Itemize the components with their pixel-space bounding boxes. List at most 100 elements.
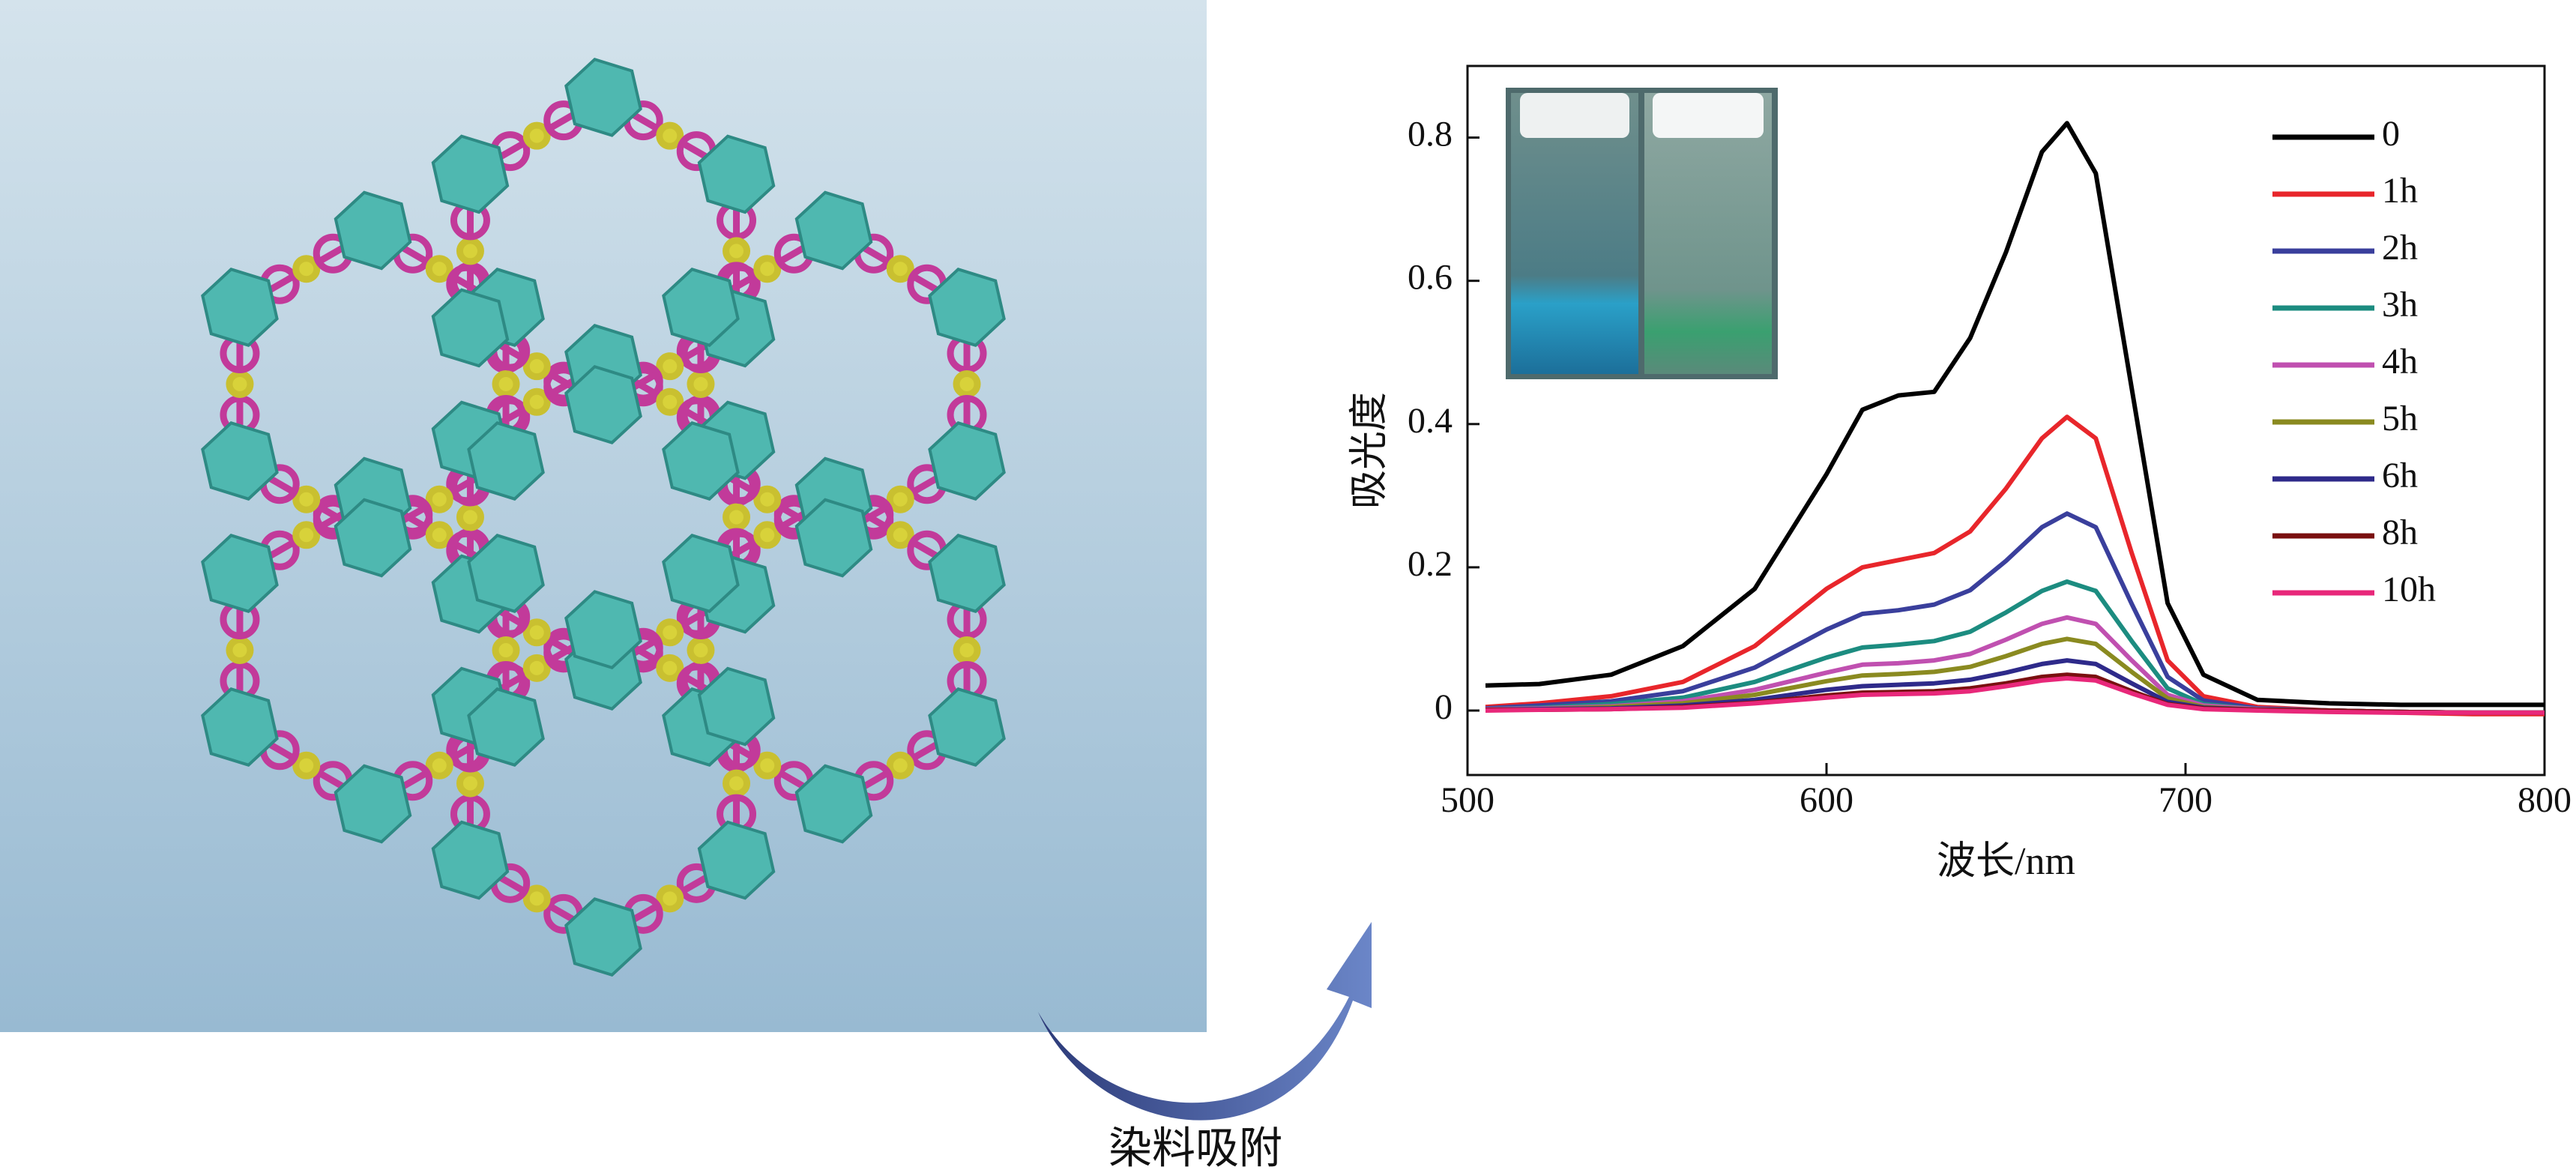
metal-node	[928, 687, 1006, 767]
mof-structure	[201, 57, 1006, 977]
linker-knot	[425, 521, 453, 549]
metal-node	[564, 897, 642, 977]
metal-node	[467, 421, 545, 501]
linker-knot	[886, 485, 914, 513]
linker-knot	[522, 352, 551, 381]
linker-knot	[292, 255, 321, 283]
metal-node	[794, 190, 873, 271]
linker-knot	[656, 654, 684, 682]
legend-label: 10h	[2382, 570, 2436, 609]
metal-node	[928, 421, 1006, 501]
linker-knot	[522, 388, 551, 416]
metal-node	[334, 498, 412, 578]
linker-knot	[425, 255, 453, 283]
legend-label: 6h	[2382, 456, 2418, 495]
linker-knot	[723, 503, 751, 531]
metal-node	[431, 820, 510, 900]
x-tick-label: 500	[1441, 780, 1494, 820]
x-axis-label: 波长/nm	[1937, 840, 2075, 883]
metal-node	[334, 190, 412, 271]
linker-knot	[456, 503, 484, 531]
x-tick-label: 600	[1800, 780, 1853, 820]
linker-knot	[656, 121, 684, 150]
metal-node	[564, 364, 642, 444]
linker-knot	[425, 751, 453, 780]
linker-knot	[522, 884, 551, 913]
legend-label: 2h	[2382, 228, 2418, 268]
caption: 染料吸附	[1108, 1124, 1282, 1172]
metal-node	[697, 134, 776, 214]
linker-knot	[425, 485, 453, 513]
plot-frame	[1466, 64, 2546, 777]
linker-knot	[753, 751, 782, 780]
metal-node	[201, 421, 279, 501]
linker-knot	[656, 388, 684, 416]
linker-knot	[723, 237, 751, 265]
metal-node	[334, 764, 412, 844]
linker-knot	[456, 237, 484, 265]
metal-node	[201, 268, 279, 347]
linker-knot	[492, 636, 520, 665]
metal-node	[467, 687, 545, 767]
linker-knot	[687, 370, 715, 398]
legend-label: 0	[2382, 114, 2400, 154]
metal-node	[794, 498, 873, 578]
y-axis-label: 吸光度	[1348, 392, 1391, 509]
linker-knot	[656, 618, 684, 647]
linker-knot	[753, 255, 782, 283]
legend-label: 3h	[2382, 285, 2418, 325]
metal-node	[431, 288, 510, 368]
legend-label: 1h	[2382, 171, 2418, 211]
series-line	[1485, 676, 2545, 715]
y-tick-label: 0.8	[1408, 115, 1453, 154]
legend-label: 5h	[2382, 399, 2418, 438]
linker-knot	[292, 485, 321, 513]
metal-node	[697, 820, 776, 900]
linker-knot	[522, 121, 551, 150]
linker-knot	[687, 636, 715, 665]
legend-label: 8h	[2382, 513, 2418, 552]
y-tick-label: 0	[1435, 687, 1453, 727]
metal-node	[201, 687, 279, 767]
linker-knot	[753, 521, 782, 549]
linker-knot	[456, 769, 484, 797]
y-tick-label: 0.6	[1408, 258, 1453, 298]
linker-knot	[723, 769, 751, 797]
linker-knot	[753, 485, 782, 513]
x-tick-label: 800	[2518, 780, 2572, 820]
linker-knot	[522, 654, 551, 682]
mof-panel	[0, 0, 1207, 1032]
metal-node	[794, 764, 873, 844]
linker-knot	[886, 751, 914, 780]
metal-node	[467, 534, 545, 613]
linker-knot	[886, 255, 914, 283]
y-tick-label: 0.2	[1408, 544, 1453, 584]
linker-knot	[292, 751, 321, 780]
linker-knot	[226, 370, 254, 398]
metal-node	[662, 421, 740, 501]
inset-photo	[1506, 88, 1778, 379]
metal-node	[201, 534, 279, 613]
linker-knot	[953, 636, 981, 665]
metal-node	[697, 666, 776, 747]
linker-knot	[522, 618, 551, 647]
linker-knot	[656, 352, 684, 381]
metal-node	[928, 268, 1006, 347]
metal-node	[662, 268, 740, 347]
linker-knot	[226, 636, 254, 665]
linker-knot	[656, 884, 684, 913]
series-line	[1485, 121, 2545, 708]
metal-node	[564, 57, 642, 137]
linker-knot	[886, 521, 914, 549]
linker-knot	[953, 370, 981, 398]
metal-node	[431, 134, 510, 214]
chart: 0 0.2 0.4 0.6 0.8 500 600 700 800 波长/nm 吸光度 0 1h 2h 3h…	[1348, 64, 2572, 883]
legend-label: 4h	[2382, 342, 2418, 382]
y-tick-label: 0.4	[1408, 401, 1453, 441]
metal-node	[662, 534, 740, 613]
x-tick-label: 700	[2159, 780, 2212, 820]
metal-node	[928, 534, 1006, 613]
linker-knot	[492, 370, 520, 398]
linker-knot	[292, 521, 321, 549]
